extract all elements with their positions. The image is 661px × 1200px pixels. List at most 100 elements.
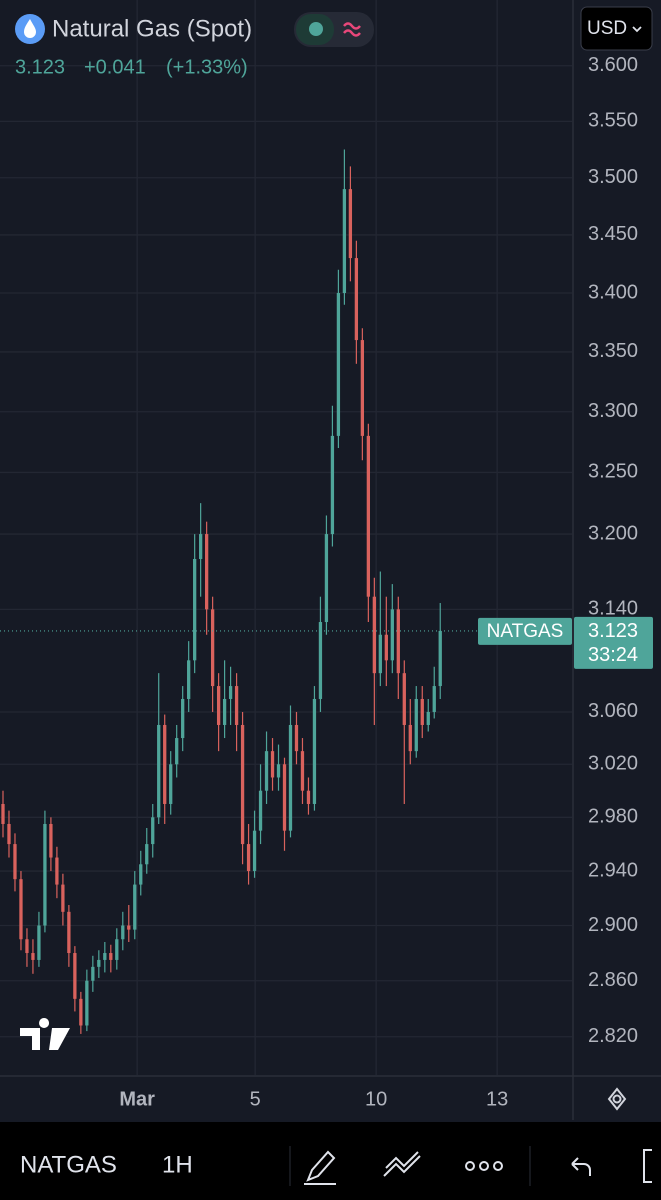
candle-body <box>1 803 5 824</box>
last-price-axis-label: 3.123 <box>588 620 638 642</box>
candle-body <box>294 724 299 752</box>
candle-body <box>139 864 143 885</box>
chevron <box>632 26 642 33</box>
candle-body <box>300 751 305 791</box>
y-tick-label: 3.200 <box>588 522 638 544</box>
candle-body <box>378 634 382 674</box>
candle-body <box>306 790 311 804</box>
candle-body <box>97 959 101 967</box>
y-tick-label: 3.020 <box>588 753 638 775</box>
flame-icon <box>24 19 36 38</box>
y-tick-label: 3.600 <box>588 54 638 76</box>
candle-body <box>19 879 23 940</box>
more-icon[interactable] <box>465 1161 503 1171</box>
candle-body <box>85 980 89 1026</box>
candle-body <box>133 884 137 930</box>
candle-body <box>157 724 161 818</box>
candle-body <box>169 764 173 804</box>
candle-body <box>163 724 167 804</box>
candle-body <box>312 698 317 804</box>
undo-icon[interactable] <box>571 1157 591 1176</box>
candle-body <box>252 830 257 872</box>
candle-body <box>276 764 281 778</box>
draw-icon[interactable] <box>304 1150 336 1185</box>
candle-body <box>175 738 179 765</box>
candle-body <box>91 966 95 981</box>
candle-body <box>127 925 131 930</box>
candle-body <box>264 751 269 791</box>
y-tick-label: 2.860 <box>588 969 638 991</box>
y-tick-label: 2.820 <box>588 1025 638 1047</box>
candle-body <box>246 844 251 872</box>
x-tick-label: 5 <box>250 1088 261 1110</box>
candle-body <box>384 634 388 661</box>
y-tick-label: 3.550 <box>588 110 638 132</box>
plot-area <box>0 0 572 1075</box>
candle-body <box>73 953 77 999</box>
candle-body <box>199 534 203 560</box>
candle-body <box>7 823 11 845</box>
candle-body <box>181 698 185 739</box>
y-tick-label: 3.250 <box>588 461 638 483</box>
candle-body <box>390 609 394 661</box>
candle-body <box>408 724 412 752</box>
symbol-title: Natural Gas (Spot) <box>52 15 252 42</box>
candle-body <box>234 686 239 725</box>
candle-body <box>55 857 59 885</box>
candle-body <box>13 844 17 880</box>
tradingview-logo <box>20 1018 70 1050</box>
y-tick-label: 2.900 <box>588 914 638 936</box>
last-label: NATGAS <box>487 621 564 642</box>
candle-body <box>228 686 233 699</box>
candle-body <box>49 823 53 858</box>
y-tick-label: 2.980 <box>588 806 638 828</box>
candle-body <box>109 953 113 960</box>
candle-body <box>25 939 29 954</box>
y-tick-label: 3.140 <box>588 598 638 620</box>
y-tick-label: 3.400 <box>588 281 638 303</box>
candle-body <box>270 751 275 778</box>
price-change: +0.041 <box>84 56 146 78</box>
toolbar-symbol[interactable]: NATGAS <box>20 1151 117 1178</box>
candle-body <box>372 596 376 674</box>
candle-body <box>426 711 430 725</box>
candle-body <box>438 630 442 687</box>
candle-body <box>354 258 359 341</box>
candle-body <box>210 609 215 687</box>
currency-button[interactable] <box>580 6 653 51</box>
last-price-box <box>574 616 653 669</box>
fullscreen-icon[interactable] <box>643 1149 652 1183</box>
y-tick-label: 3.350 <box>588 340 638 362</box>
candle-body <box>288 724 293 831</box>
candle-body <box>187 660 191 699</box>
candle-body <box>103 953 107 960</box>
candle-body <box>37 925 41 960</box>
countdown: 33:24 <box>588 644 638 666</box>
axis-settings-icon[interactable] <box>607 1087 627 1111</box>
candle-body <box>324 534 329 623</box>
price-change-pct: (+1.33%) <box>166 56 248 78</box>
y-tick-label: 3.500 <box>588 166 638 188</box>
x-tick-label: 10 <box>365 1088 387 1110</box>
candle-body <box>43 823 47 926</box>
candle-body <box>348 189 353 259</box>
candle-body <box>342 189 347 294</box>
toolbar-interval[interactable]: 1H <box>162 1151 193 1178</box>
candle-body <box>318 622 323 699</box>
indicators-icon[interactable] <box>383 1151 421 1177</box>
last-price: 3.123 <box>15 56 65 78</box>
x-tick-label: Mar <box>119 1088 155 1110</box>
candle-body <box>204 534 209 610</box>
candle-body <box>240 724 245 845</box>
candle-body <box>151 817 155 845</box>
candle-body <box>366 435 371 597</box>
x-tick-label: 13 <box>486 1088 508 1110</box>
candle-body <box>402 673 406 725</box>
candle-body <box>420 698 424 725</box>
candle-body <box>282 764 287 831</box>
y-tick-label: 3.450 <box>588 223 638 245</box>
candle-body <box>31 953 35 960</box>
candle-body <box>67 911 71 954</box>
delayed-icon <box>343 22 361 37</box>
